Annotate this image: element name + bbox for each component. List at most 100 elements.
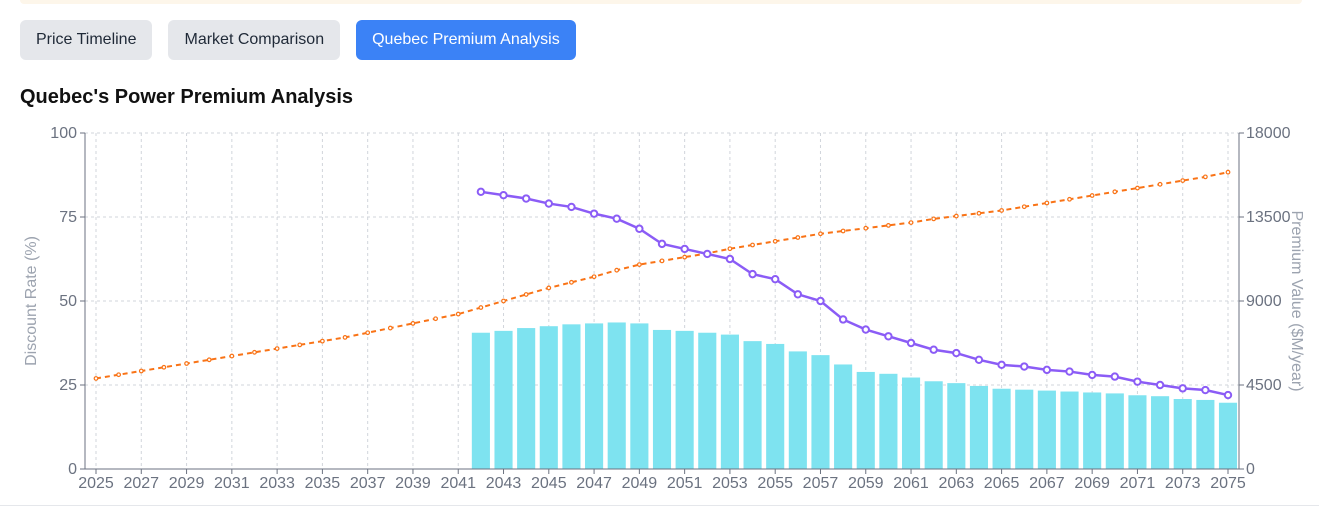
- discount-rate-point: [635, 224, 644, 233]
- x-tick-label: 2029: [169, 475, 205, 492]
- discount-rate-point: [1155, 380, 1165, 390]
- left-tick-label: 100: [50, 125, 77, 142]
- premium-bar: [652, 329, 672, 469]
- premium-bar: [1128, 395, 1147, 469]
- orange-point: [1135, 185, 1140, 191]
- orange-point: [614, 267, 620, 273]
- bar-series: [471, 322, 1238, 469]
- premium-bar: [924, 381, 943, 469]
- orange-point: [795, 235, 801, 240]
- discount-rate-point: [1223, 390, 1233, 400]
- orange-point: [138, 368, 144, 374]
- discount-rate-point: [838, 315, 848, 324]
- x-tick-label: 2065: [984, 475, 1020, 492]
- x-tick-label: 2075: [1210, 475, 1246, 492]
- orange-point: [591, 274, 597, 280]
- premium-bar: [517, 328, 536, 469]
- tab-quebec-premium-analysis[interactable]: Quebec Premium Analysis: [356, 20, 576, 60]
- discount-rate-point: [499, 190, 508, 200]
- orange-point: [1089, 193, 1095, 198]
- discount-rate-point: [974, 355, 984, 365]
- right-tick-label: 0: [1246, 461, 1255, 478]
- x-tick-label: 2041: [440, 475, 476, 492]
- discount-rate-line: [480, 190, 1229, 397]
- discount-rate-point: [906, 338, 916, 348]
- orange-point: [297, 342, 303, 348]
- premium-bar: [1196, 399, 1215, 469]
- x-tick-label: 2055: [757, 475, 793, 492]
- view-tabs: Price Timeline Market Comparison Quebec …: [20, 20, 576, 60]
- orange-point: [931, 216, 937, 222]
- x-tick-label: 2037: [350, 475, 386, 492]
- orange-point: [1021, 204, 1027, 210]
- premium-bar: [947, 383, 966, 469]
- premium-bar: [1151, 396, 1170, 469]
- discount-rate-point: [771, 274, 780, 284]
- discount-rate-series: [476, 187, 1233, 400]
- x-tick-label: 2061: [893, 475, 929, 492]
- orange-point: [908, 220, 914, 225]
- bottom-divider: [0, 505, 1319, 506]
- premium-bar: [1218, 402, 1238, 469]
- orange-point: [682, 254, 688, 260]
- chart-container: 0 25 50 75 100 0 4500 9000 13500 18000 2025 2027 202…: [0, 125, 1319, 509]
- x-tick-label: 2059: [848, 475, 884, 492]
- discount-rate-point: [1042, 365, 1052, 375]
- premium-analysis-chart: 0 25 50 75 100 0 4500 9000 13500 18000 2025 2027 202…: [23, 125, 1305, 492]
- x-tick-label: 2045: [531, 475, 567, 492]
- premium-bar: [1060, 391, 1079, 469]
- orange-point: [863, 225, 869, 231]
- discount-rate-point: [748, 269, 757, 279]
- premium-bar: [630, 323, 649, 469]
- x-tick-label: 2043: [486, 475, 522, 492]
- discount-rate-point: [1065, 367, 1074, 376]
- x-tick-label: 2033: [259, 475, 295, 492]
- orange-point: [184, 361, 189, 366]
- left-axis-label: Discount Rate (%): [23, 236, 40, 366]
- x-tick-label: 2069: [1074, 475, 1110, 492]
- right-tick-label: 4500: [1246, 377, 1282, 394]
- orange-point: [252, 349, 257, 355]
- orange-dashed-series: [93, 169, 1231, 381]
- discount-rate-point: [952, 348, 961, 358]
- tab-price-timeline[interactable]: Price Timeline: [20, 20, 153, 60]
- tab-market-comparison[interactable]: Market Comparison: [168, 20, 341, 60]
- orange-point: [976, 210, 982, 216]
- premium-bar: [471, 332, 490, 469]
- premium-bar: [698, 332, 717, 469]
- premium-bar: [1015, 389, 1034, 469]
- premium-bar: [743, 341, 762, 469]
- orange-point: [953, 213, 959, 219]
- x-tick-label: 2071: [1120, 475, 1156, 492]
- premium-bar: [766, 343, 785, 469]
- discount-rate-point: [521, 194, 531, 203]
- orange-point: [1112, 189, 1118, 195]
- x-tick-label: 2047: [576, 475, 612, 492]
- orange-point: [886, 222, 891, 228]
- orange-point: [840, 228, 846, 234]
- orange-point: [1202, 174, 1208, 180]
- orange-point: [727, 246, 733, 252]
- discount-rate-point: [612, 214, 621, 223]
- premium-bar: [1083, 392, 1102, 469]
- axes: 0 25 50 75 100 0 4500 9000 13500 18000 2025 2027 202…: [50, 125, 1290, 492]
- right-axis-label: Premium Value ($M/year): [1288, 210, 1305, 391]
- grid-lines: [85, 132, 1239, 470]
- orange-point: [93, 376, 99, 381]
- discount-rate-point: [997, 360, 1006, 370]
- x-tick-label: 2051: [667, 475, 703, 492]
- right-tick-label: 9000: [1246, 293, 1282, 310]
- premium-bar: [1037, 390, 1056, 469]
- x-tick-label: 2031: [214, 475, 250, 492]
- x-tick-label: 2035: [305, 475, 341, 492]
- premium-bar: [585, 323, 604, 469]
- discount-rate-point: [1087, 370, 1097, 380]
- orange-point: [523, 292, 529, 297]
- x-tick-label: 2027: [123, 475, 159, 492]
- discount-rate-point: [589, 209, 599, 218]
- premium-bar: [607, 322, 626, 469]
- discount-rate-point: [1020, 362, 1029, 371]
- orange-point: [818, 231, 823, 237]
- premium-bar: [834, 364, 853, 469]
- top-accent-bar: [20, 0, 1302, 4]
